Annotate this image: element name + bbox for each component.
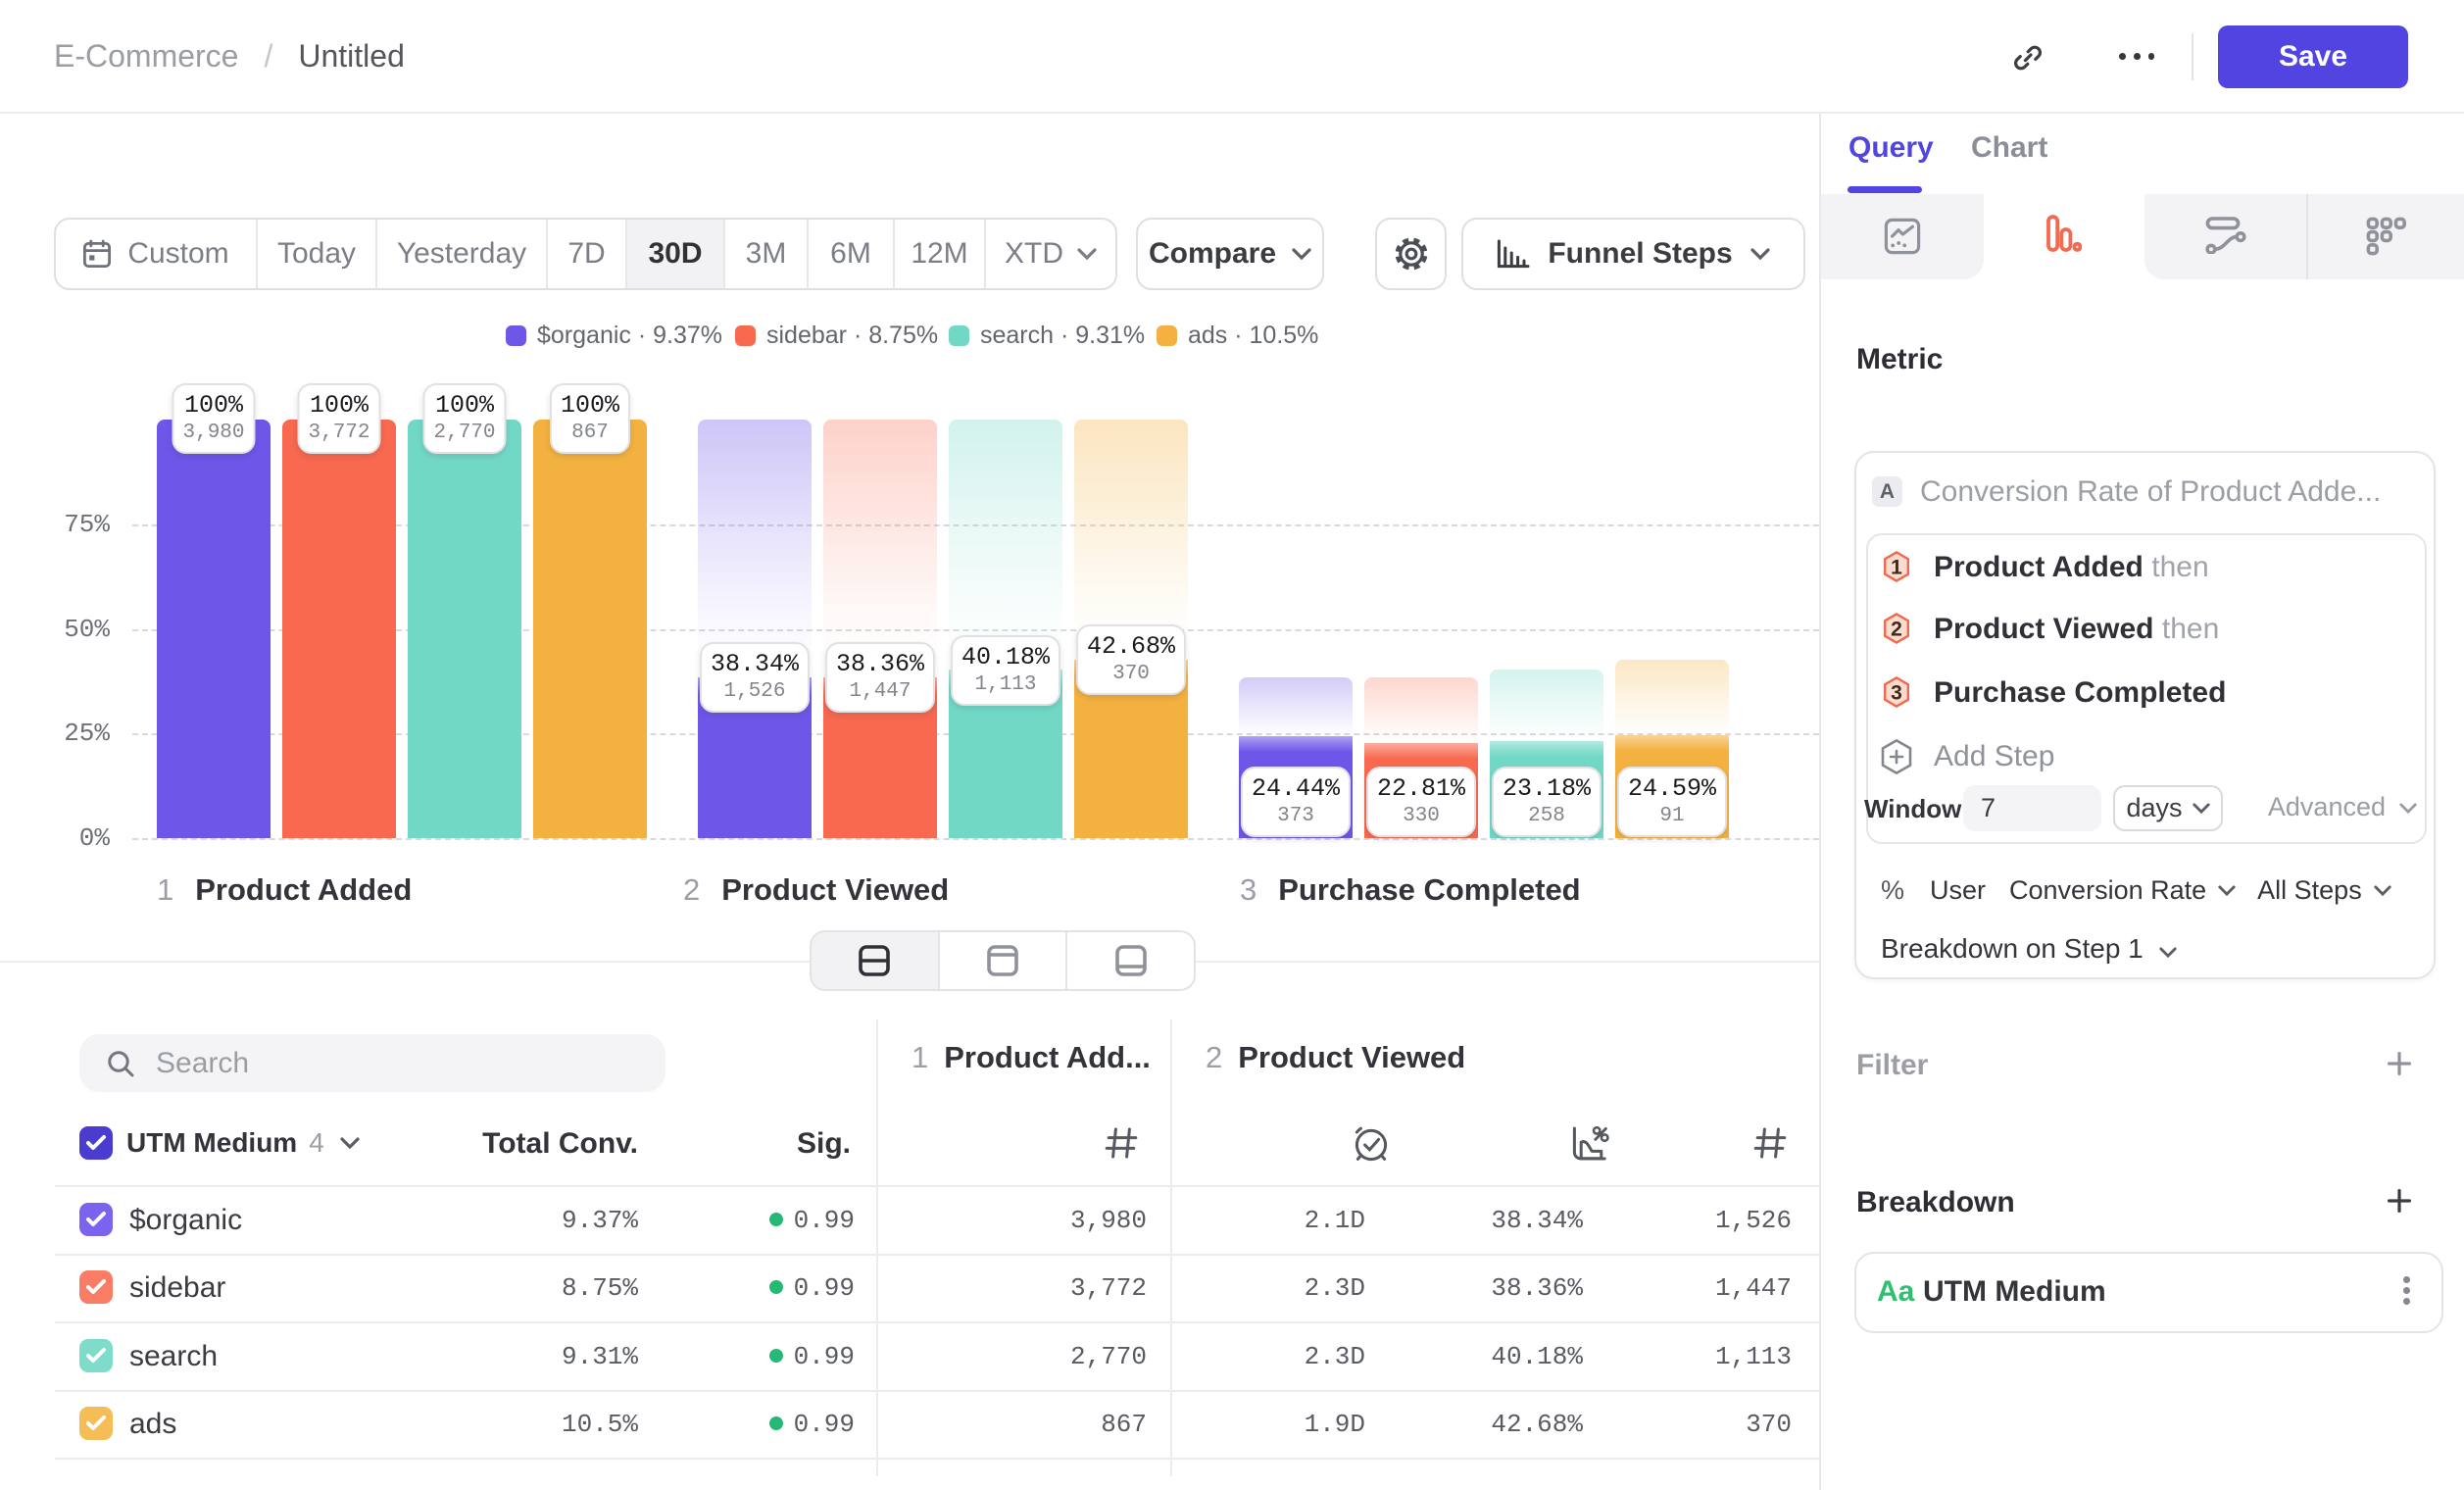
svg-text:1: 1: [1891, 556, 1902, 578]
svg-text:3: 3: [1891, 681, 1902, 704]
svg-text:2: 2: [1891, 618, 1902, 640]
